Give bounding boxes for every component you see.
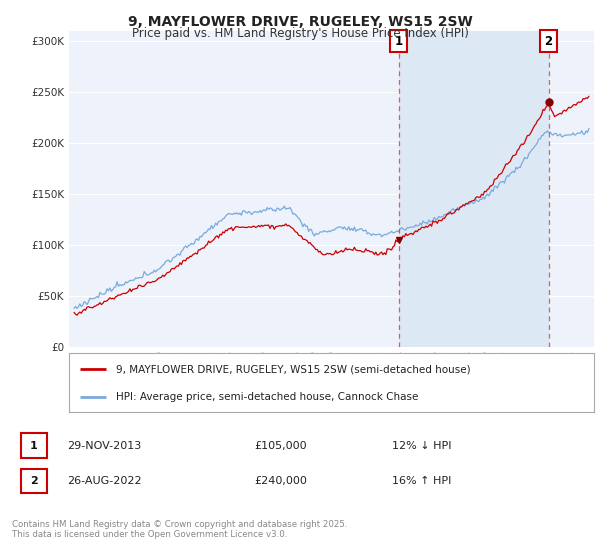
Text: 2: 2 <box>544 35 553 48</box>
Text: £240,000: £240,000 <box>254 476 307 486</box>
Text: 26-AUG-2022: 26-AUG-2022 <box>67 476 142 486</box>
FancyBboxPatch shape <box>21 469 47 493</box>
Text: HPI: Average price, semi-detached house, Cannock Chase: HPI: Average price, semi-detached house,… <box>116 392 419 402</box>
Text: £105,000: £105,000 <box>254 441 307 451</box>
Text: Contains HM Land Registry data © Crown copyright and database right 2025.
This d: Contains HM Land Registry data © Crown c… <box>12 520 347 539</box>
Text: 9, MAYFLOWER DRIVE, RUGELEY, WS15 2SW (semi-detached house): 9, MAYFLOWER DRIVE, RUGELEY, WS15 2SW (s… <box>116 364 471 374</box>
Text: 29-NOV-2013: 29-NOV-2013 <box>67 441 141 451</box>
FancyBboxPatch shape <box>21 433 47 458</box>
Text: 12% ↓ HPI: 12% ↓ HPI <box>392 441 452 451</box>
Text: 16% ↑ HPI: 16% ↑ HPI <box>392 476 452 486</box>
Bar <box>398 31 548 347</box>
Text: 1: 1 <box>30 441 38 451</box>
Text: Price paid vs. HM Land Registry's House Price Index (HPI): Price paid vs. HM Land Registry's House … <box>131 27 469 40</box>
Text: 9, MAYFLOWER DRIVE, RUGELEY, WS15 2SW: 9, MAYFLOWER DRIVE, RUGELEY, WS15 2SW <box>128 15 472 29</box>
Text: 1: 1 <box>395 35 403 48</box>
Text: 2: 2 <box>30 476 38 486</box>
